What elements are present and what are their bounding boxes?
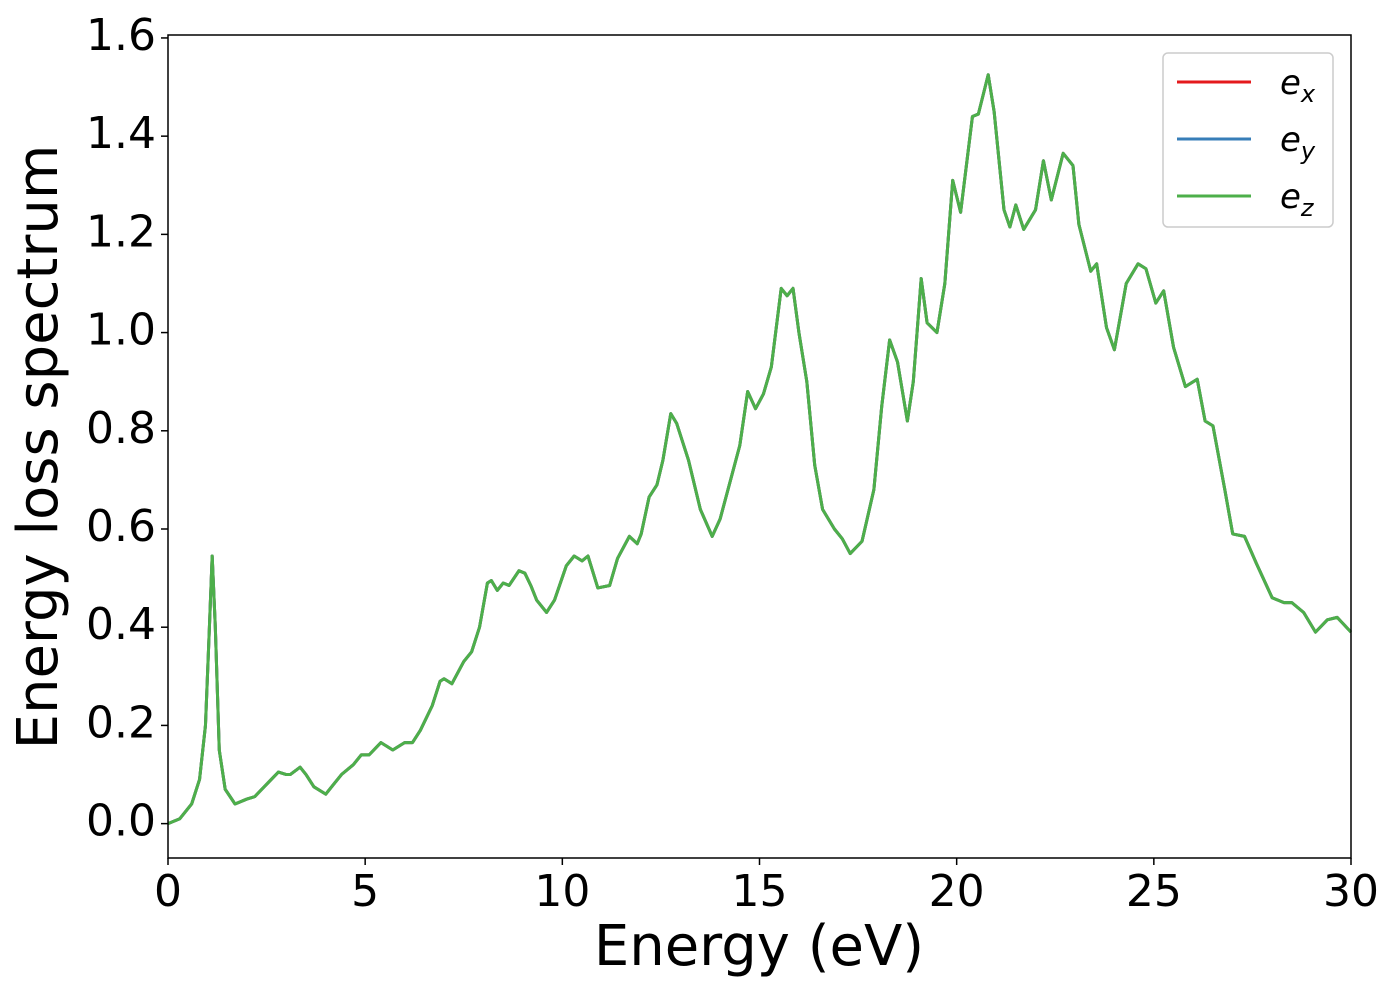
legend-label: ey bbox=[1280, 120, 1316, 165]
y-tick-label: 0.8 bbox=[86, 403, 156, 454]
x-tick-label: 15 bbox=[732, 866, 788, 917]
x-axis-label: Energy (eV) bbox=[594, 914, 924, 979]
legend: ex ey ez bbox=[1162, 52, 1334, 228]
y-tick-label: 1.0 bbox=[86, 305, 156, 356]
x-tick-label: 10 bbox=[534, 866, 590, 917]
y-tick-label: 0.6 bbox=[86, 501, 156, 552]
y-tick-label: 0.0 bbox=[86, 796, 156, 847]
series-line bbox=[167, 73, 1353, 826]
legend-label: ez bbox=[1280, 177, 1315, 222]
x-tick-label: 25 bbox=[1126, 866, 1182, 917]
y-tick-label: 1.2 bbox=[86, 206, 156, 257]
x-tick-label: 0 bbox=[154, 866, 182, 917]
y-tick-label: 1.6 bbox=[86, 10, 156, 61]
legend-label: ex bbox=[1280, 63, 1316, 108]
y-axis-label: Energy loss spectrum bbox=[6, 145, 71, 750]
x-tick-label: 20 bbox=[929, 866, 985, 917]
y-tick-label: 1.4 bbox=[86, 108, 156, 159]
x-tick-label: 30 bbox=[1323, 866, 1379, 917]
plot-frame bbox=[167, 34, 1352, 859]
x-tick-label: 5 bbox=[351, 866, 379, 917]
y-tick-label: 0.2 bbox=[86, 697, 156, 748]
y-tick-label: 0.4 bbox=[86, 599, 156, 650]
